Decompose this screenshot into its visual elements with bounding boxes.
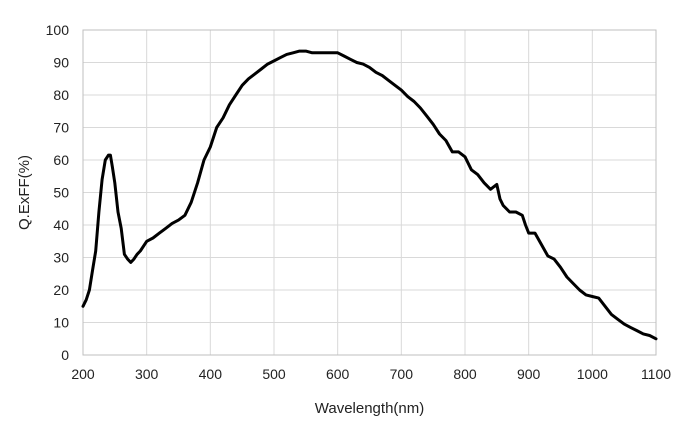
y-tick-label: 80 — [53, 87, 69, 103]
y-tick-label: 70 — [53, 120, 69, 136]
y-tick-label: 20 — [53, 282, 69, 298]
y-tick-label: 0 — [61, 347, 69, 363]
series-line — [81, 49, 658, 341]
y-axis-tick-labels: 0 10 20 30 40 50 60 70 80 90 100 — [46, 22, 70, 363]
y-tick-label: 50 — [53, 185, 69, 201]
y-tick-label: 30 — [53, 250, 69, 266]
x-axis-title: Wavelength(nm) — [315, 400, 424, 417]
y-tick-label: 60 — [53, 152, 69, 168]
x-tick-label: 300 — [135, 366, 159, 382]
plot-area-frame — [82, 29, 657, 356]
x-tick-label: 600 — [326, 366, 350, 382]
x-tick-label: 400 — [199, 366, 223, 382]
x-tick-label: 800 — [453, 366, 477, 382]
x-tick-label: 1100 — [641, 366, 671, 382]
grid-lines — [82, 29, 657, 356]
x-tick-label: 1000 — [577, 366, 608, 382]
x-axis-tick-labels: 200 300 400 500 600 700 800 900 1000 1100 — [71, 366, 671, 382]
series-layer — [81, 49, 658, 341]
x-tick-label: 900 — [517, 366, 541, 382]
y-tick-label: 90 — [53, 55, 69, 71]
y-axis-title: Q.ExFF(%) — [16, 155, 33, 230]
y-tick-label: 10 — [53, 315, 69, 331]
y-tick-label: 100 — [46, 22, 70, 38]
x-tick-label: 500 — [262, 366, 286, 382]
y-tick-label: 40 — [53, 217, 69, 233]
x-tick-label: 200 — [71, 366, 95, 382]
x-tick-label: 700 — [390, 366, 414, 382]
